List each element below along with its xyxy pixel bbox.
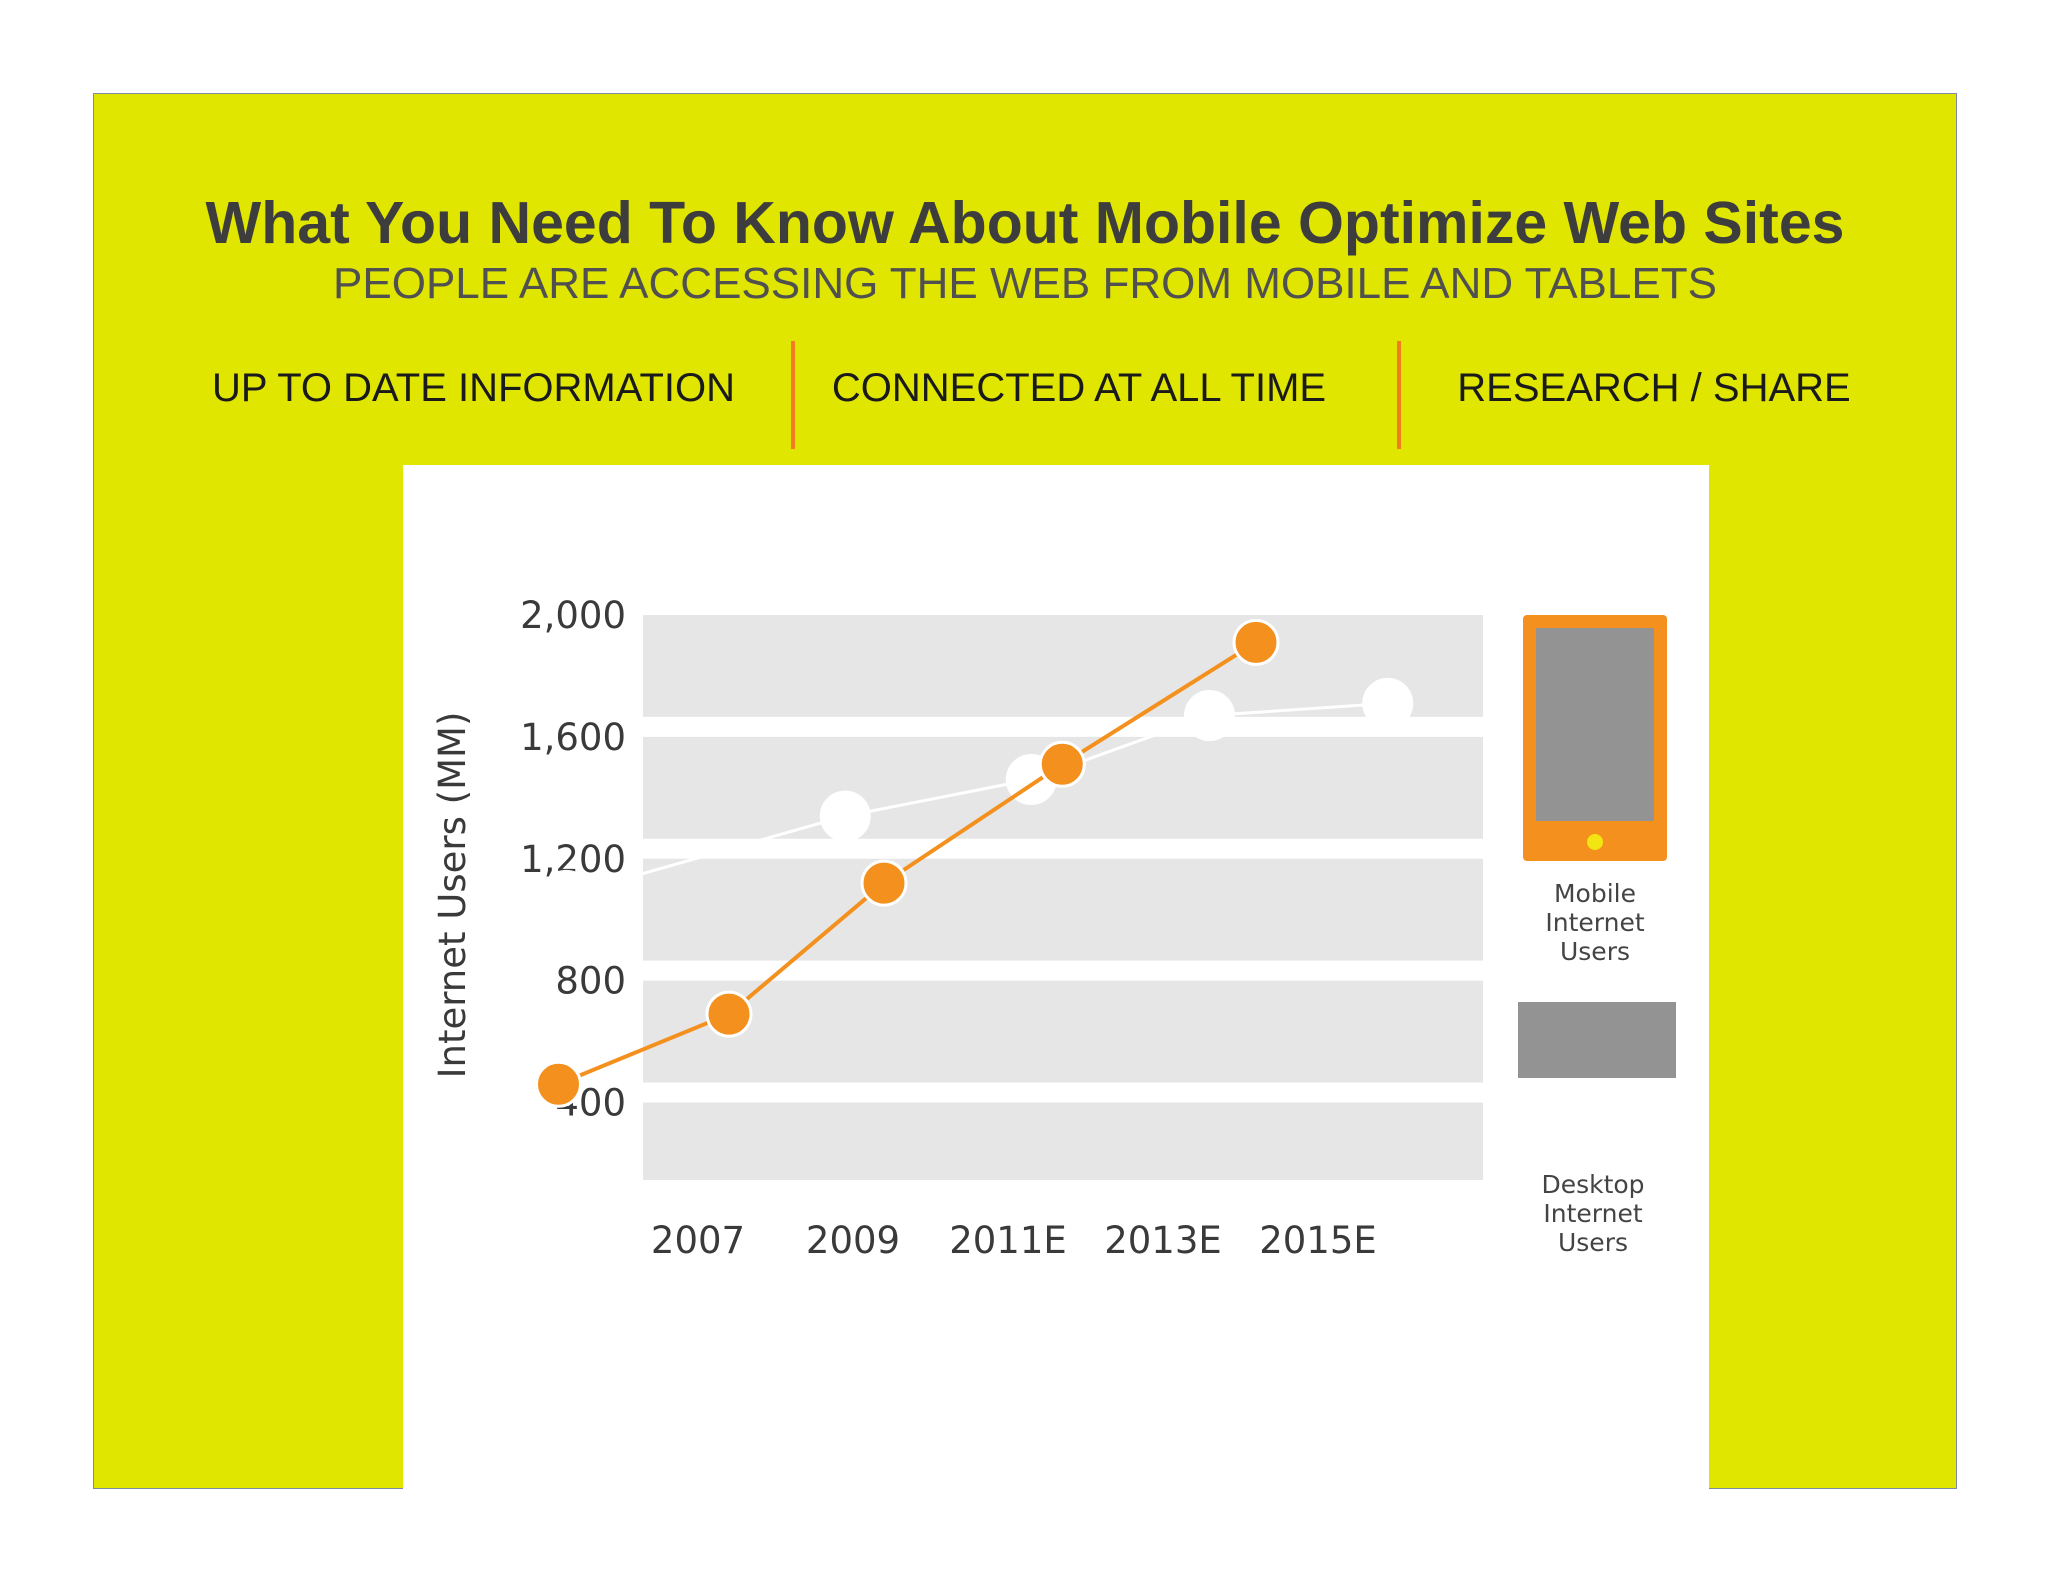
data-point xyxy=(705,990,753,1038)
series-layer xyxy=(535,618,1414,1108)
grid-band xyxy=(643,858,1483,961)
feature-research-share: RESEARCH / SHARE xyxy=(1457,366,1851,410)
y-tick-label: 1,600 xyxy=(520,716,626,759)
x-tick-label: 2015E xyxy=(1259,1219,1377,1262)
grid-band xyxy=(643,1102,1483,1180)
data-point xyxy=(819,790,871,842)
grid-bands xyxy=(643,615,1483,1180)
data-point xyxy=(1184,690,1235,742)
x-tick-label: 2007 xyxy=(651,1219,745,1262)
feature-divider xyxy=(791,341,795,449)
data-point xyxy=(1038,740,1086,788)
page-subtitle: PEOPLE ARE ACCESSING THE WEB FROM MOBILE… xyxy=(333,259,1717,308)
x-tick-label: 2011E xyxy=(949,1219,1067,1262)
y-tick-label: 800 xyxy=(555,960,626,1003)
legend-label-mobile: Users xyxy=(1560,937,1630,966)
legend-label-mobile: Internet xyxy=(1545,908,1644,937)
chart-card: 2,000 1,600 1,200 800 400 2007 2009 2011E 2013E… xyxy=(403,465,1709,1582)
data-point xyxy=(540,869,592,921)
legend-label-desktop: Desktop xyxy=(1541,1170,1644,1199)
feature-connected: CONNECTED AT ALL TIME xyxy=(831,366,1327,410)
feature-divider xyxy=(1397,341,1401,449)
x-axis-ticks: 2007 2009 2011E 2013E 2015E xyxy=(651,1219,1377,1262)
y-tick-label: 2,000 xyxy=(520,594,626,637)
page-title: What You Need To Know About Mobile Optim… xyxy=(205,190,1845,256)
x-tick-label: 2013E xyxy=(1104,1219,1222,1262)
x-tick-label: 2009 xyxy=(806,1219,900,1262)
y-axis-title: Internet Users (MM) xyxy=(431,712,474,1079)
grid-band xyxy=(643,980,1483,1083)
legend-label-desktop: Users xyxy=(1558,1228,1628,1257)
feature-up-to-date: UP TO DATE INFORMATION xyxy=(211,366,735,410)
grid-band xyxy=(643,615,1483,717)
data-point xyxy=(1232,618,1280,666)
data-point xyxy=(535,1060,582,1108)
data-point xyxy=(860,859,908,907)
data-point xyxy=(1362,677,1414,729)
legend-label-desktop: Internet xyxy=(1543,1199,1642,1228)
smartphone-button xyxy=(1587,834,1603,850)
desktop-rect-icon xyxy=(1518,1002,1676,1078)
legend-label-mobile: Mobile xyxy=(1554,879,1636,908)
smartphone-screen xyxy=(1536,628,1654,821)
